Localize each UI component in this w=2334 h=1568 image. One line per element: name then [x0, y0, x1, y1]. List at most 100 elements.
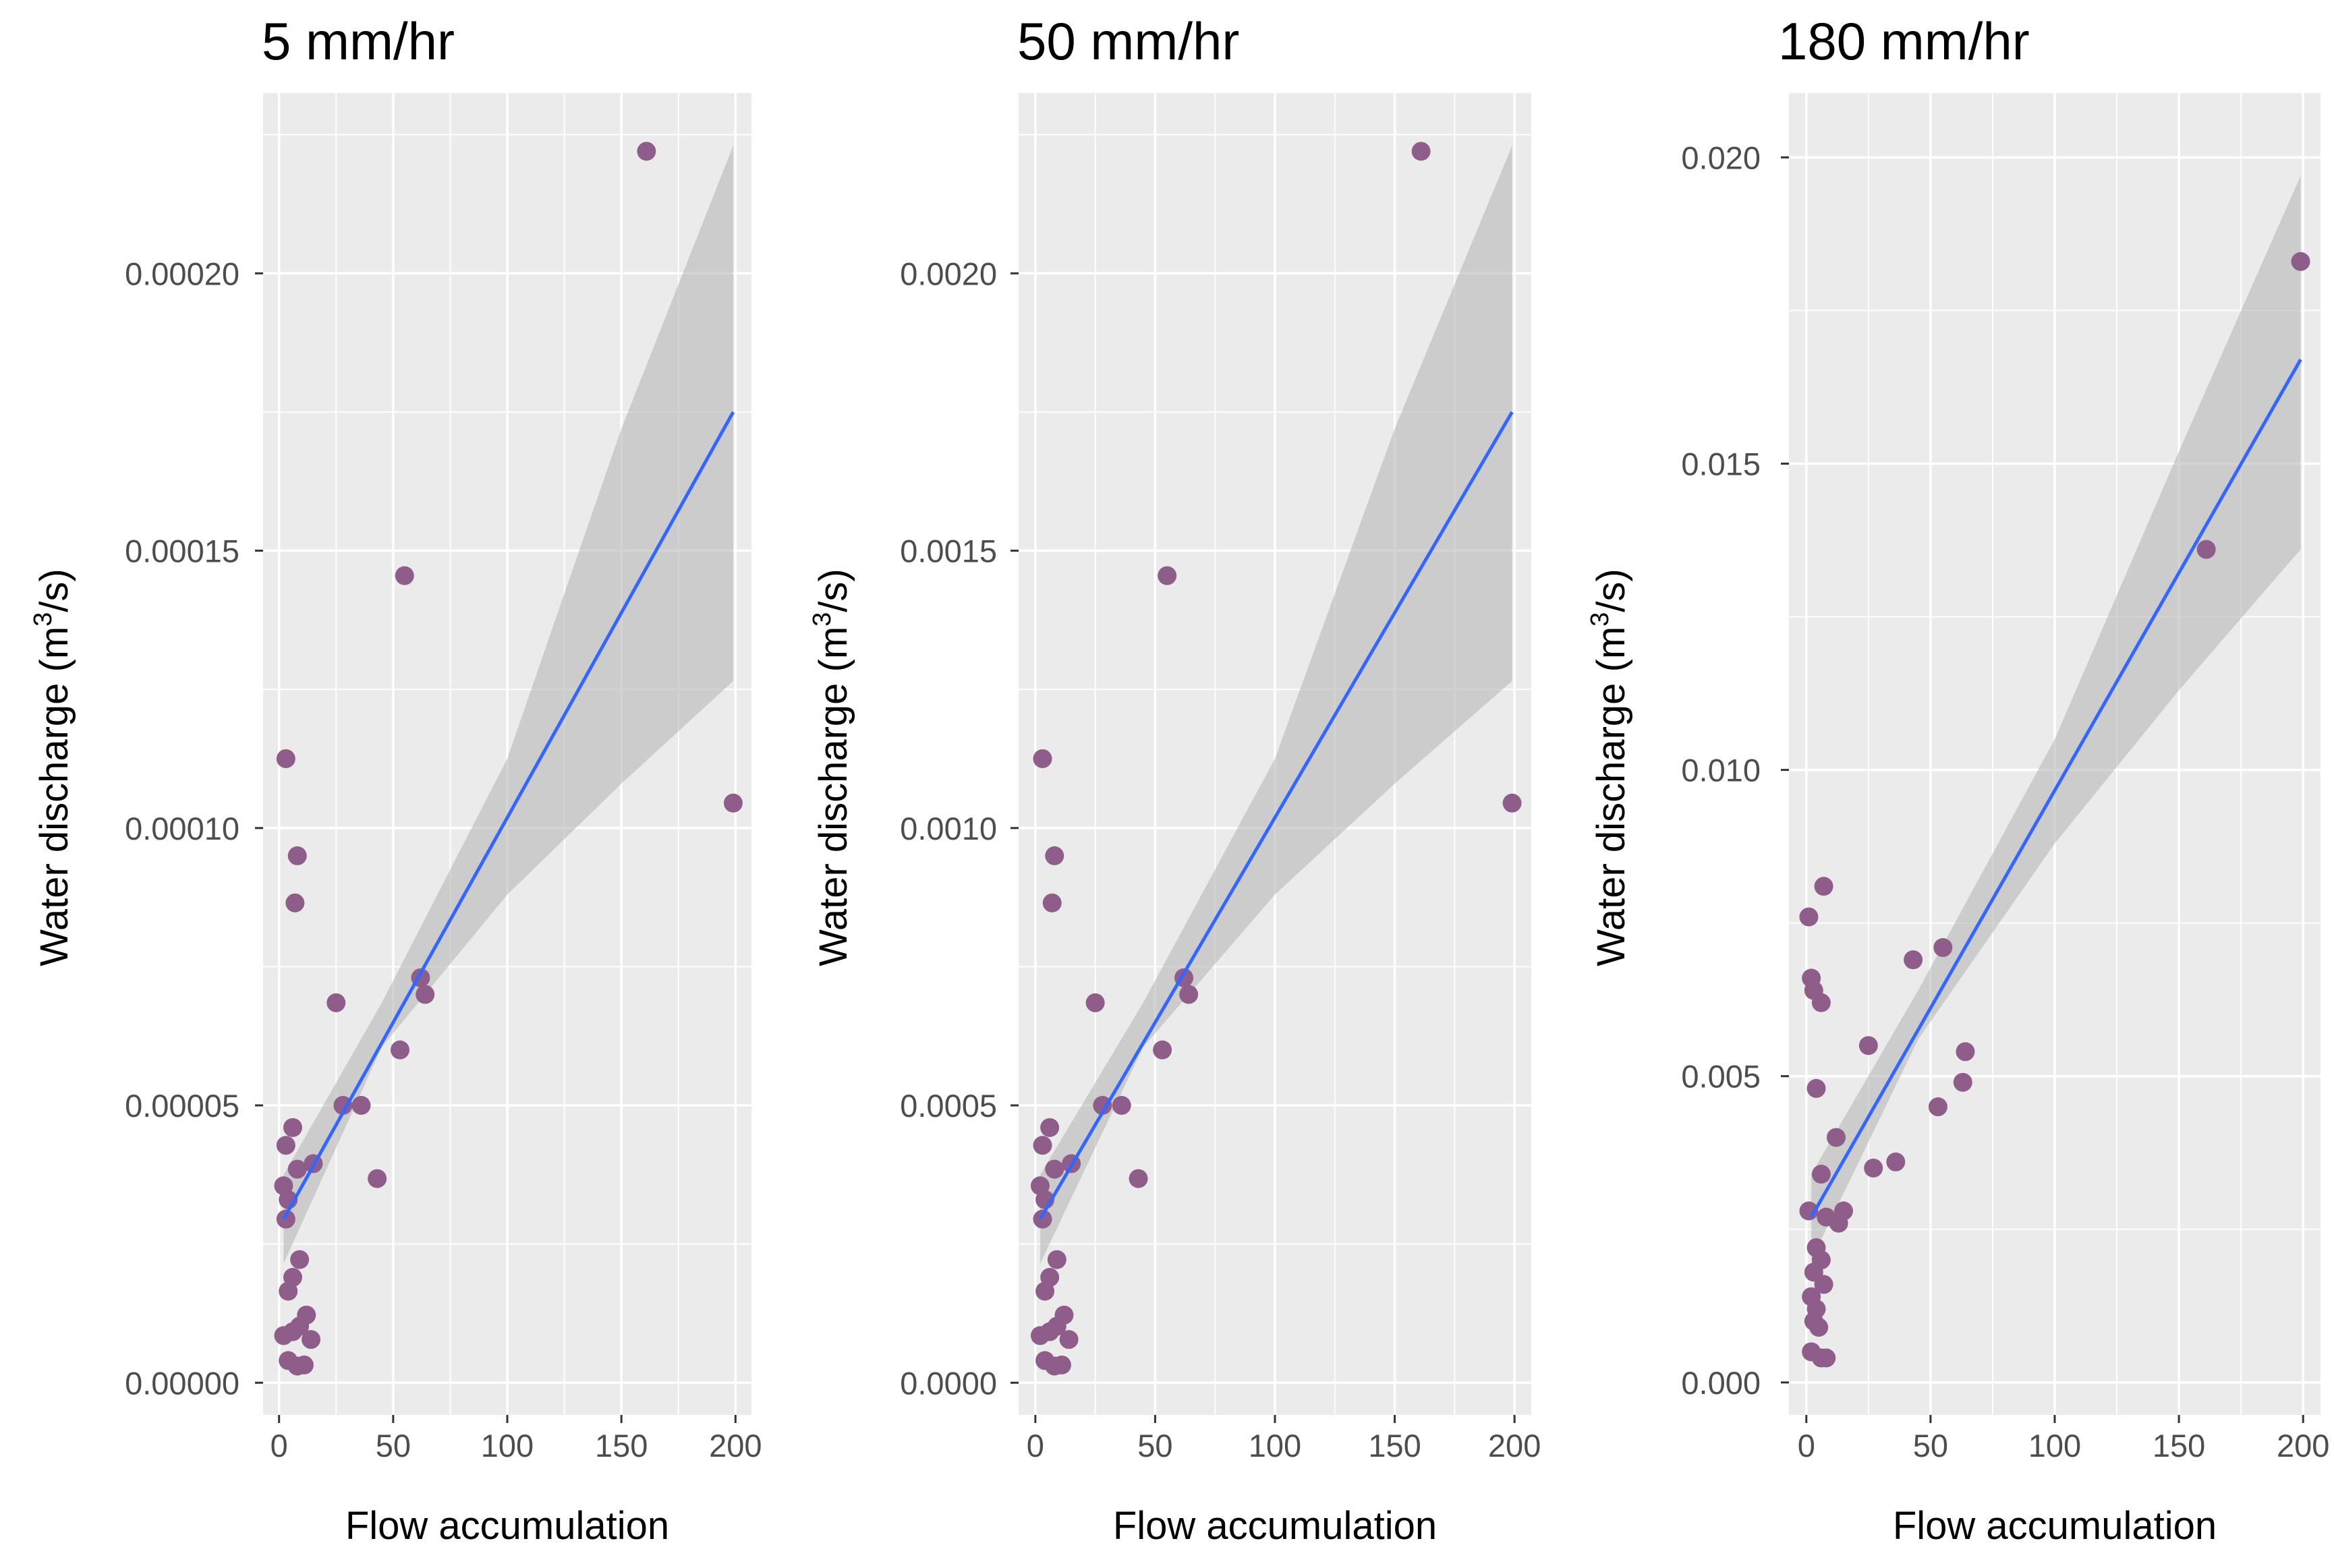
chart-1-x-axis-title: Flow accumulation [345, 1504, 669, 1548]
chart-2-x-tick-label: 200 [1488, 1428, 1541, 1463]
chart-panel-2: 0 50 100 150 200 0.0000 0.0005 0.0010 0.0015 0.00… [808, 11, 1541, 1548]
chart-3-data-point [1826, 1128, 1846, 1147]
chart-1-data-point [276, 749, 295, 768]
chart-1-data-point [416, 985, 435, 1004]
chart-1-y-axis-title-end: /s) [32, 569, 76, 612]
chart-3-data-point [1809, 1318, 1829, 1337]
chart-2-data-point [1085, 993, 1105, 1012]
chart-2-data-point [1030, 1326, 1050, 1345]
chart-3-data-point [1814, 1275, 1833, 1294]
chart-1-y-axis-title-main: Water discharge (m [32, 627, 76, 966]
chart-1-y-tick-label: 0.00000 [125, 1365, 239, 1401]
chart-2-x-tick-label: 0 [1027, 1428, 1044, 1463]
chart-1-data-point [283, 1117, 302, 1137]
chart-3-data-point [1953, 1072, 1972, 1092]
chart-3-data-point [1886, 1152, 1906, 1171]
chart-2-data-point [1502, 793, 1522, 813]
chart-2-y-axis-title-main: Water discharge (m [812, 627, 855, 966]
chart-3-x-tick-label: 150 [2153, 1428, 2205, 1463]
chart-3-confidence-ribbon [1811, 175, 2301, 1260]
chart-1-data-point [294, 1355, 314, 1374]
chart-2-regression-line [1038, 411, 1514, 1220]
chart-1-title: 5 mm/hr [262, 11, 455, 71]
chart-2-x-tick-label: 50 [1137, 1428, 1172, 1463]
chart-2-data-point [1411, 142, 1431, 161]
chart-3-y-axis-title-superscript: 3 [1586, 612, 1614, 627]
chart-2-y-axis-title: Water discharge (m3/s) [808, 569, 855, 966]
chart-1-data-point [351, 1096, 371, 1115]
chart-1-y-tick-label: 0.00015 [125, 533, 239, 569]
chart-3-data-point [1956, 1042, 1975, 1062]
chart-1-y-tick-label: 0.00010 [125, 811, 239, 846]
chart-1-x-tick-label: 200 [709, 1428, 762, 1463]
chart-1-data-point [287, 1159, 307, 1179]
chart-panel-3: 0 50 100 150 200 0.000 0.005 0.010 0.015 0.020 180… [1586, 11, 2329, 1548]
chart-1-regression-line [282, 411, 735, 1220]
chart-3-data-point [1817, 1348, 1836, 1368]
chart-1-confidence-ribbon [283, 146, 733, 1264]
chart-1-data-point [287, 846, 307, 865]
chart-2-data-point [1033, 1136, 1052, 1155]
chart-2-data-point [1035, 1281, 1055, 1301]
chart-3-data-point [1864, 1158, 1883, 1178]
chart-1-data-point [279, 1281, 298, 1301]
chart-2-data-point [1033, 749, 1052, 768]
chart-2-data-point [1047, 1250, 1066, 1269]
chart-2-confidence-ribbon [1040, 146, 1512, 1264]
chart-3-title: 180 mm/hr [1778, 11, 2030, 71]
chart-3-y-tick-label: 0.020 [1681, 140, 1761, 175]
chart-2-data-point [1093, 1096, 1112, 1115]
chart-1-data-point [276, 1209, 295, 1229]
chart-3-y-tick-label: 0.015 [1681, 446, 1761, 482]
chart-1-y-tick-label: 0.00020 [125, 256, 239, 291]
chart-2-data-point [1052, 1355, 1071, 1374]
chart-3-data-point [1806, 1078, 1826, 1098]
chart-3-y-tick-label: 0.000 [1681, 1365, 1761, 1401]
chart-2-data-point [1042, 893, 1062, 912]
chart-2-data-point [1179, 985, 1199, 1004]
chart-panel-1: 0 50 100 150 200 0.00000 0.00005 0.00010 0.00015… [29, 11, 762, 1548]
chart-2-x-tick-label: 100 [1249, 1428, 1301, 1463]
chart-3-regression-line [1809, 358, 2302, 1218]
chart-1-y-axis-title-superscript: 3 [29, 612, 57, 627]
chart-3-data-point [1811, 993, 1831, 1012]
chart-1-data-point [274, 1326, 293, 1345]
chart-1-data-point [395, 566, 414, 585]
chart-2-data-point [1045, 846, 1064, 865]
chart-1-x-tick-label: 150 [595, 1428, 648, 1463]
chart-3-y-tick-label: 0.010 [1681, 753, 1761, 788]
chart-3-x-tick-label: 50 [1913, 1428, 1948, 1463]
chart-3-x-axis-title: Flow accumulation [1893, 1504, 2217, 1548]
chart-1-x-tick-label: 0 [271, 1428, 288, 1463]
chart-2-x-tick-label: 150 [1368, 1428, 1421, 1463]
chart-3-y-tick-label: 0.005 [1681, 1059, 1761, 1095]
chart-1-data-point [390, 1040, 409, 1059]
chart-2-y-tick-label: 0.0010 [900, 811, 997, 846]
chart-2-data-point [1112, 1096, 1131, 1115]
chart-1-data-point [723, 793, 743, 813]
chart-3-y-axis-title-end: /s) [1589, 569, 1633, 612]
chart-1-data-point [285, 893, 305, 912]
chart-3-x-tick-label: 200 [2277, 1428, 2329, 1463]
chart-3-data-point [1858, 1036, 1878, 1055]
chart-3-data-point [2291, 252, 2310, 271]
chart-1-x-tick-label: 100 [481, 1428, 534, 1463]
chart-2-data-point [1033, 1209, 1052, 1229]
chart-2-y-axis-title-superscript: 3 [808, 612, 836, 627]
chart-1-y-axis-title: Water discharge (m3/s) [29, 569, 76, 966]
chart-3-data-point [1829, 1213, 1848, 1233]
chart-1-data-point [302, 1330, 321, 1349]
chart-2-data-point [1059, 1330, 1079, 1349]
chart-1-data-point [276, 1136, 295, 1155]
chart-1-data-point [368, 1169, 387, 1188]
chart-2-x-axis-title: Flow accumulation [1113, 1504, 1437, 1548]
chart-3-data-point [1933, 938, 1953, 958]
chart-2-data-point [1158, 566, 1177, 585]
chart-2-y-tick-label: 0.0015 [900, 533, 997, 569]
chart-3-data-point [1811, 1165, 1831, 1184]
chart-3-x-tick-label: 0 [1798, 1428, 1815, 1463]
chart-1-y-tick-label: 0.00005 [125, 1088, 239, 1124]
chart-2-data-point [1040, 1117, 1060, 1137]
